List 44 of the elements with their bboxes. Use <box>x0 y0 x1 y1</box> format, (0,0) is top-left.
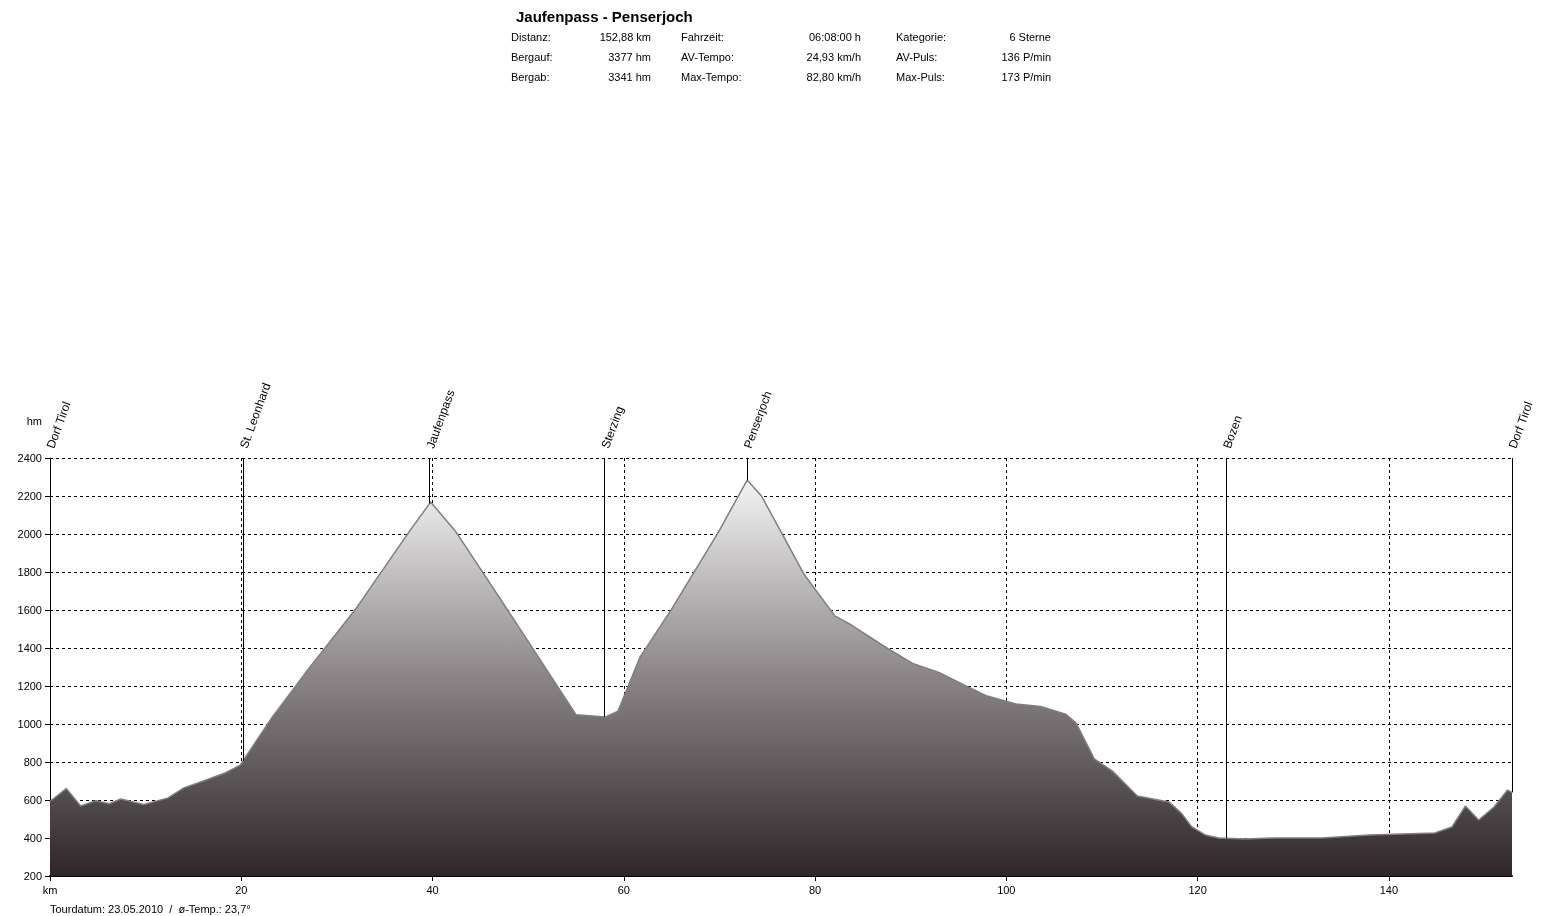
y-tick-label: 800 <box>23 756 42 768</box>
text: Bergauf: <box>511 50 553 63</box>
text: 82,80 km/h <box>806 70 861 83</box>
y-tick-label: 2200 <box>17 490 42 502</box>
ref-line-label: Dorf Tirol <box>43 399 74 451</box>
text: Kategorie: <box>896 30 947 43</box>
y-tick-label: 200 <box>23 870 42 882</box>
y-tick-label: 1000 <box>17 718 42 730</box>
x-tick-label: 40 <box>426 883 439 896</box>
text: Max-Tempo: <box>681 70 742 83</box>
text: 3377 hm <box>608 50 651 63</box>
y-tick-label: 1200 <box>17 680 42 692</box>
text: Tourdatum: 23.05.2010 / ø-Temp.: 23,7° <box>50 902 251 915</box>
text: 6 Sterne <box>1009 30 1051 43</box>
x-tick-label: 80 <box>808 883 822 896</box>
text: AV-Puls: <box>896 50 938 63</box>
text: Max-Puls: <box>896 70 945 83</box>
y-tick-label: 2000 <box>17 528 42 540</box>
x-tick-label: 20 <box>235 883 248 896</box>
x-tick-label: 60 <box>617 883 630 896</box>
text: AV-Tempo: <box>681 50 734 63</box>
text: 173 P/min <box>1001 70 1051 83</box>
text: 3341 hm <box>608 70 651 83</box>
x-tick-label: km <box>42 883 58 896</box>
text: 152,88 km <box>599 30 651 43</box>
ref-line-label: Dorf Tirol <box>1505 399 1536 451</box>
text: 136 P/min <box>1001 50 1051 63</box>
text: 24,93 km/h <box>806 50 861 63</box>
text: Distanz: <box>511 30 551 43</box>
y-tick-label: 1400 <box>17 642 42 654</box>
y-tick-label: 1800 <box>17 566 42 578</box>
y-tick-label: 600 <box>23 794 42 806</box>
y-tick-label: 400 <box>23 832 42 844</box>
y-tick-label: 1600 <box>17 604 42 616</box>
chart-title: Jaufenpass - Penserjoch <box>516 8 693 25</box>
x-tick-label: 100 <box>997 883 1016 896</box>
y-tick-label: 2400 <box>17 452 42 464</box>
y-axis-title: hm <box>26 414 42 427</box>
text: Bergab: <box>511 70 550 83</box>
x-tick-label: 140 <box>1379 883 1399 896</box>
text: Fahrzeit: <box>681 30 724 43</box>
text: 06:08:00 h <box>809 30 861 43</box>
x-tick-label: 120 <box>1188 883 1207 896</box>
ref-line-label: Bozen <box>1220 413 1245 451</box>
